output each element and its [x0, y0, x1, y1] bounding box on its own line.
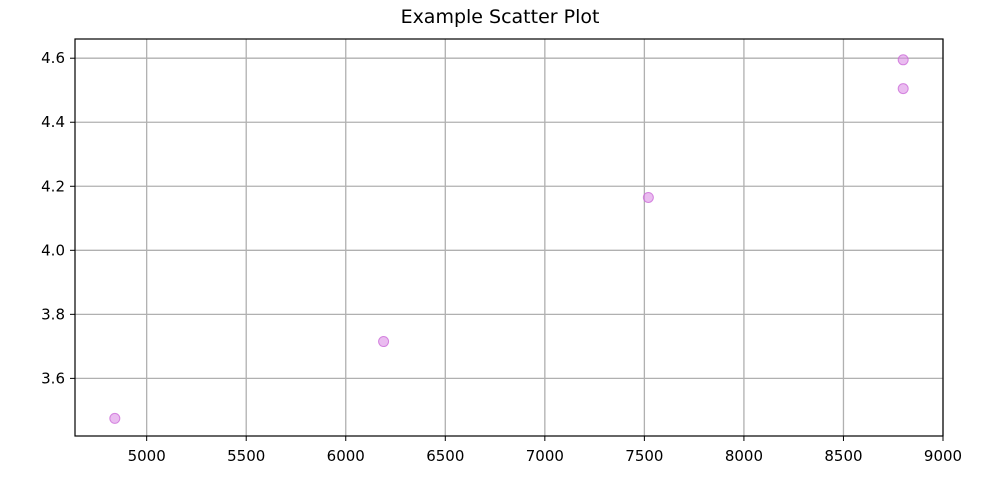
plot-area-frame — [74, 38, 944, 437]
y-tick-label: 4.6 — [41, 49, 65, 67]
y-tick-label: 3.6 — [41, 369, 65, 387]
x-tick-label: 6000 — [327, 447, 365, 465]
scatter-point — [378, 336, 390, 348]
y-axis-ticks: 3.6 3.8 4.0 4.2 4.4 4.6 — [41, 49, 75, 387]
x-tick-label: 7000 — [526, 447, 564, 465]
x-tick-label: 5500 — [227, 447, 265, 465]
scatter-point — [897, 83, 909, 95]
x-tick-label: 6500 — [426, 447, 464, 465]
y-tick-label: 4.4 — [41, 113, 65, 131]
y-tick-label: 4.0 — [41, 241, 65, 259]
x-tick-label: 9000 — [924, 447, 962, 465]
x-axis-ticks: 5000 5500 6000 6500 7000 7500 8000 8500 9000 — [128, 436, 962, 465]
chart-title: Example Scatter Plot — [400, 6, 600, 28]
x-tick-label: 8500 — [824, 447, 862, 465]
x-tick-label: 5000 — [128, 447, 166, 465]
scatter-point — [642, 191, 654, 203]
scatter-point — [109, 412, 121, 424]
x-tick-label: 8000 — [725, 447, 763, 465]
y-tick-label: 3.8 — [41, 305, 65, 323]
grid-lines — [75, 39, 944, 436]
data-points — [109, 54, 909, 424]
scatter-point — [897, 54, 909, 66]
x-tick-label: 7500 — [625, 447, 663, 465]
y-tick-label: 4.2 — [41, 177, 65, 195]
